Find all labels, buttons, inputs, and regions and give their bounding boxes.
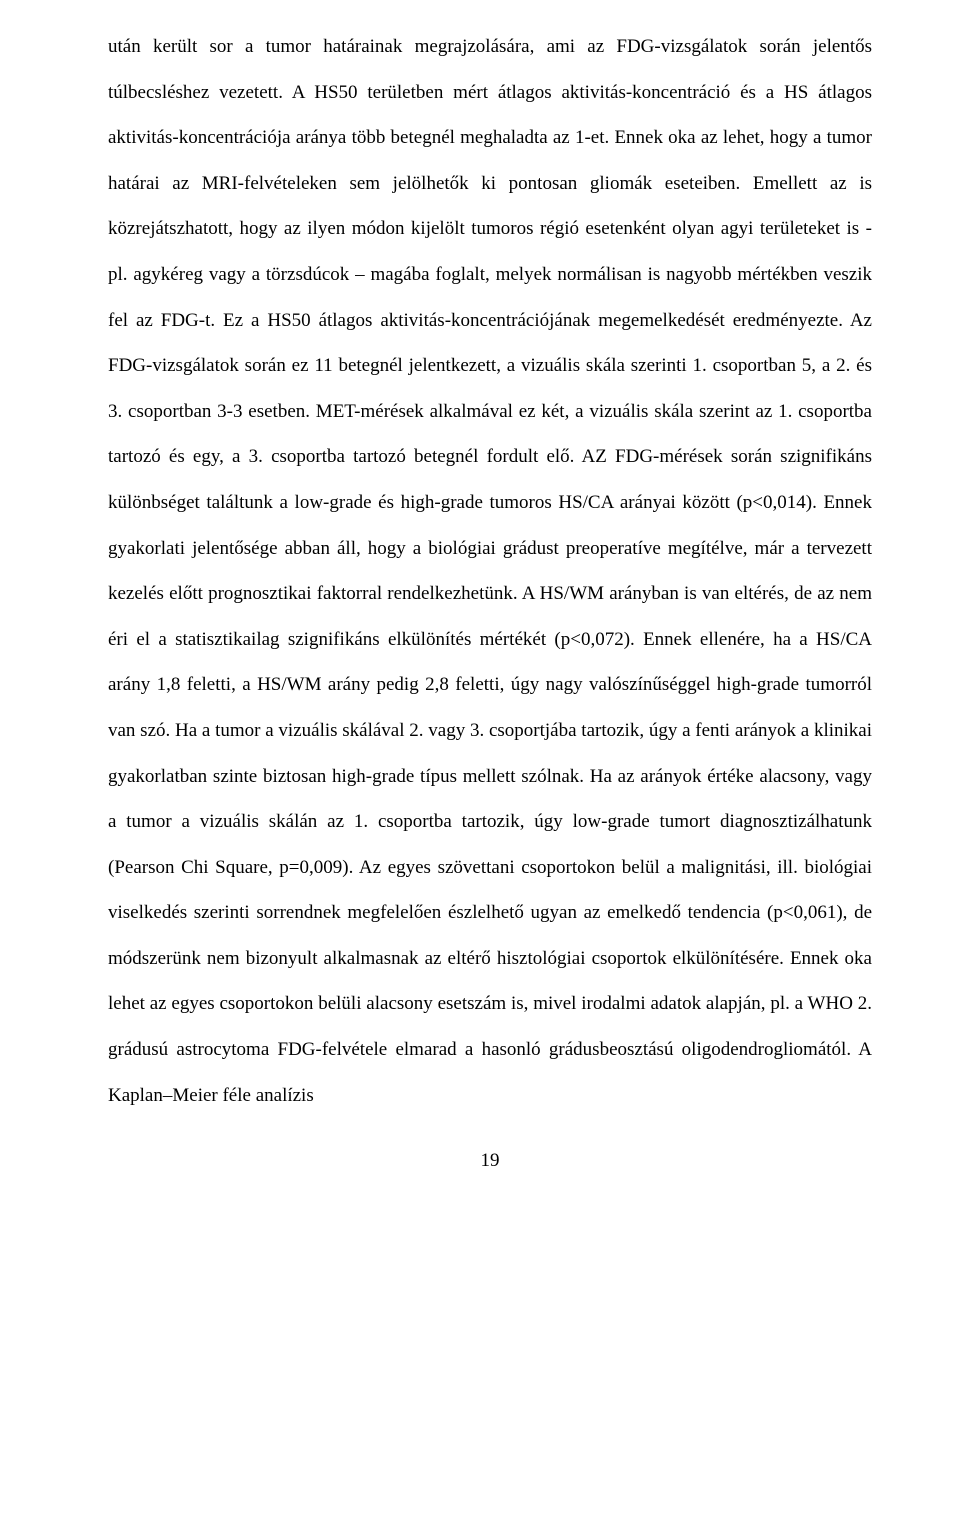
document-page: után került sor a tumor határainak megra… bbox=[0, 0, 960, 1537]
body-paragraph: után került sor a tumor határainak megra… bbox=[108, 24, 872, 1118]
page-number: 19 bbox=[108, 1150, 872, 1173]
